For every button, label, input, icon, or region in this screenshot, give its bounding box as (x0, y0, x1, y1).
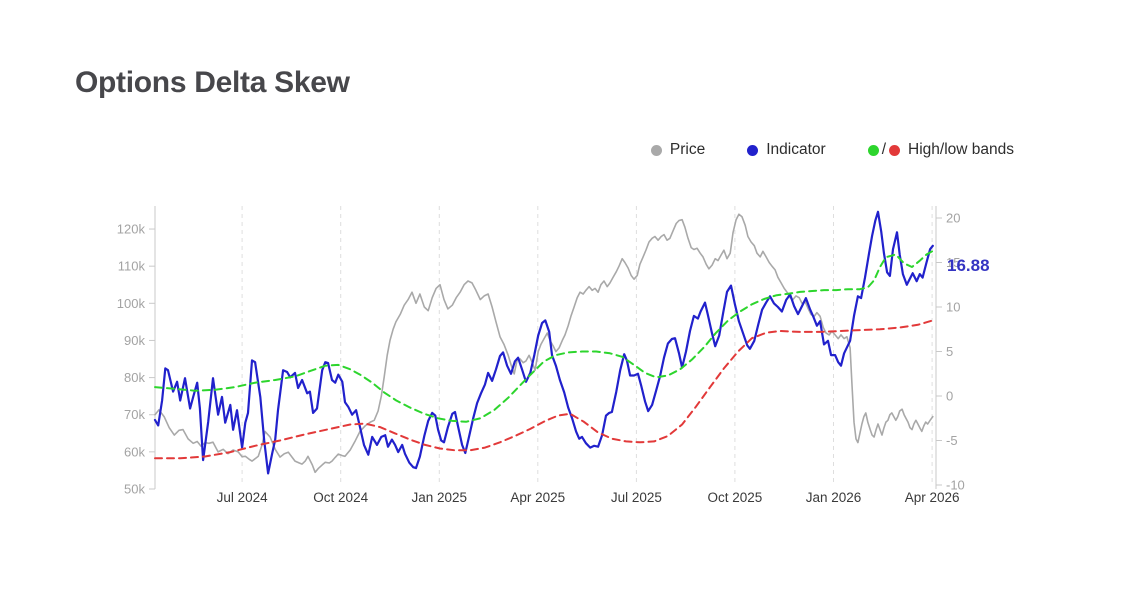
x-axis-tick-label: Jan 2026 (806, 490, 862, 505)
x-axis-tick-label: Apr 2026 (905, 490, 960, 505)
x-axis-tick-label: Jul 2025 (611, 490, 662, 505)
legend-item-high-low-bands[interactable]: / High/low bands (867, 141, 1014, 159)
legend-label-price: Price (669, 141, 706, 158)
legend-label-indicator: Indicator (766, 141, 826, 158)
right-axis-tick-label: 15 (946, 255, 960, 270)
x-axis-tick-label: Jul 2024 (217, 490, 269, 505)
legend-item-indicator[interactable]: Indicator (747, 141, 826, 159)
low-band-line (154, 319, 934, 460)
left-axis-tick-label: 60k (124, 444, 145, 459)
indicator-current-value-label: 16.88 (947, 256, 990, 275)
right-axis-tick-label: 0 (946, 389, 953, 404)
right-axis-tick-label: -10 (946, 477, 965, 492)
left-axis-tick-label: 90k (124, 333, 145, 348)
legend-dot-price-icon (650, 144, 662, 156)
x-axis-tick-label: Oct 2024 (313, 490, 368, 505)
left-axis-tick-label: 70k (124, 407, 145, 422)
indicator-line (153, 210, 934, 475)
legend-dot-indicator-icon (747, 144, 759, 156)
left-axis-tick-label: 120k (117, 222, 146, 237)
legend-dot-high-band-icon (867, 144, 879, 156)
x-axis-tick-label: Oct 2025 (708, 490, 763, 505)
legend-separator: / (881, 141, 887, 158)
page-title: Options Delta Skew (75, 66, 350, 99)
right-axis-tick-label: 10 (946, 300, 960, 315)
right-axis-tick-label: 20 (946, 211, 960, 226)
right-axis-tick-label: -5 (946, 433, 958, 448)
price-line (154, 213, 934, 474)
x-axis-tick-label: Apr 2025 (510, 490, 565, 505)
high-band-line (154, 249, 934, 423)
legend-item-price[interactable]: Price (650, 141, 706, 159)
left-axis-tick-label: 50k (124, 482, 145, 497)
legend-dot-low-band-icon (889, 144, 901, 156)
x-axis-tick-label: Jan 2025 (412, 490, 468, 505)
legend-label-bands: High/low bands (908, 141, 1014, 158)
right-axis-tick-label: 5 (946, 344, 953, 359)
chart-legend: Price Indicator / High/low bands (650, 141, 1014, 159)
left-axis-tick-label: 110k (118, 259, 146, 274)
left-axis-tick-label: 80k (124, 370, 145, 385)
left-axis-tick-label: 100k (117, 296, 146, 311)
